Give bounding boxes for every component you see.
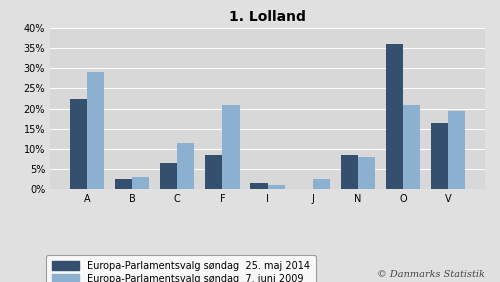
Bar <box>340 155 358 189</box>
Bar <box>386 44 403 189</box>
Bar <box>70 98 87 189</box>
Bar <box>358 157 375 189</box>
Bar <box>250 183 268 189</box>
Bar <box>431 123 448 189</box>
Bar <box>177 143 194 189</box>
Bar <box>160 163 177 189</box>
Legend: Europa-Parlamentsvalg søndag  25. maj 2014, Europa-Parlamentsvalg søndag  7. jun: Europa-Parlamentsvalg søndag 25. maj 201… <box>46 255 316 282</box>
Bar <box>115 179 132 189</box>
Bar <box>312 179 330 189</box>
Bar <box>205 155 222 189</box>
Text: © Danmarks Statistik: © Danmarks Statistik <box>377 270 485 279</box>
Bar <box>87 72 104 189</box>
Bar <box>448 111 465 189</box>
Title: 1. Lolland: 1. Lolland <box>229 10 306 24</box>
Bar <box>132 177 149 189</box>
Bar <box>222 105 240 189</box>
Bar <box>403 105 420 189</box>
Bar <box>268 185 284 189</box>
